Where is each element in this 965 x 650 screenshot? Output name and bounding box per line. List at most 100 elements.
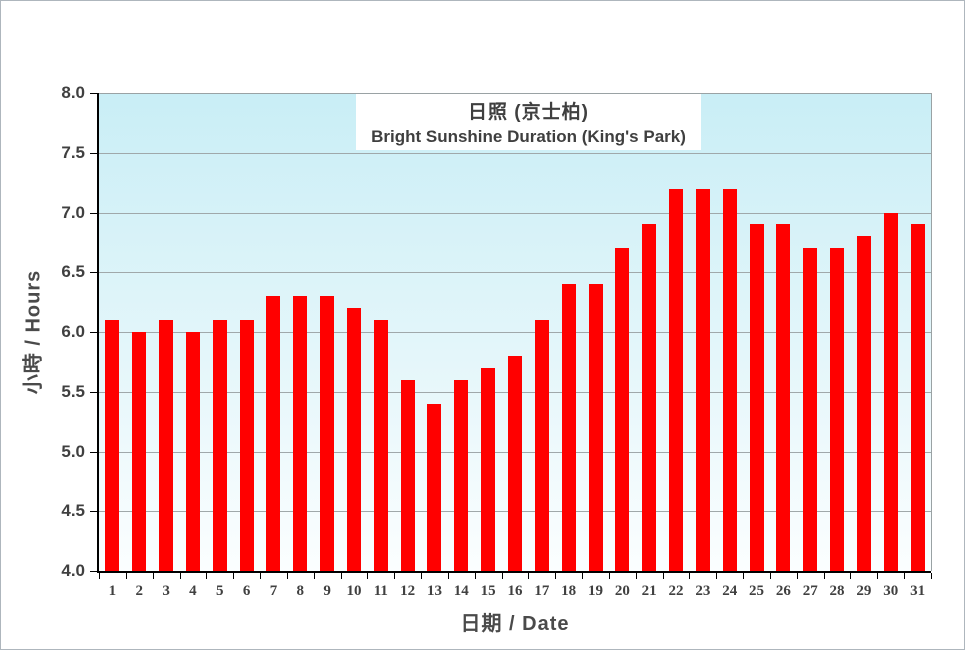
bar-day-18 bbox=[561, 284, 576, 571]
bar-day-12 bbox=[400, 379, 415, 571]
x-tick-15 bbox=[501, 573, 503, 579]
x-tick-9 bbox=[340, 573, 342, 579]
x-tick-label-23: 23 bbox=[695, 583, 711, 599]
x-tick-16 bbox=[528, 573, 530, 579]
bar-day-29 bbox=[856, 236, 871, 571]
x-tick-label-20: 20 bbox=[614, 583, 630, 599]
y-tick-4.5 bbox=[90, 511, 97, 513]
bar-day-17 bbox=[534, 320, 549, 571]
x-tick-label-6: 6 bbox=[242, 583, 251, 599]
bar-day-9 bbox=[320, 296, 335, 571]
bar-day-3 bbox=[159, 320, 174, 571]
plot-border-right bbox=[931, 93, 932, 571]
x-tick-label-5: 5 bbox=[216, 583, 224, 599]
y-tick-label-6.5: 6.5 bbox=[61, 262, 85, 282]
x-tick-label-27: 27 bbox=[802, 583, 818, 599]
x-tick-label-8: 8 bbox=[296, 583, 305, 599]
x-tick-20 bbox=[635, 573, 637, 579]
x-tick-label-21: 21 bbox=[641, 583, 657, 599]
gridline-7.0 bbox=[99, 212, 931, 214]
x-tick-8 bbox=[313, 573, 315, 579]
bar-day-24 bbox=[722, 188, 737, 571]
x-tick-24 bbox=[743, 573, 745, 579]
bar-day-20 bbox=[615, 248, 630, 571]
y-tick-label-4.5: 4.5 bbox=[61, 501, 85, 521]
gridline-6.0 bbox=[99, 332, 931, 333]
y-tick-label-5.5: 5.5 bbox=[61, 381, 85, 401]
gridline-6.5 bbox=[99, 272, 931, 274]
x-tick-10 bbox=[367, 573, 369, 579]
bar-day-11 bbox=[373, 320, 388, 571]
y-tick-4.0 bbox=[90, 571, 97, 572]
x-tick-7 bbox=[286, 573, 288, 579]
y-tick-label-8.0: 8.0 bbox=[61, 83, 85, 102]
bar-day-26 bbox=[776, 224, 791, 571]
bar-day-19 bbox=[588, 284, 603, 571]
y-axis-title: 小時 / Hours bbox=[22, 269, 45, 395]
chart-title-chinese: 日照 (京士柏) bbox=[468, 102, 589, 123]
x-tick-label-17: 17 bbox=[534, 583, 550, 599]
x-tick-label-14: 14 bbox=[453, 583, 469, 599]
x-tick-label-13: 13 bbox=[426, 583, 442, 599]
bar-day-16 bbox=[508, 355, 522, 571]
x-tick-4 bbox=[206, 573, 208, 579]
x-axis-title: 日期 / Date bbox=[460, 613, 570, 635]
x-tick-label-25: 25 bbox=[749, 583, 765, 599]
bar-day-21 bbox=[642, 224, 657, 571]
x-tick-label-3: 3 bbox=[162, 583, 170, 599]
x-tick-label-10: 10 bbox=[346, 583, 362, 599]
y-tick-5.5 bbox=[90, 391, 97, 393]
y-tick-7.0 bbox=[90, 212, 97, 214]
x-tick-29 bbox=[877, 573, 879, 579]
x-tick-label-29: 29 bbox=[856, 583, 872, 599]
plot-border-top bbox=[99, 93, 931, 94]
x-tick-19 bbox=[608, 573, 610, 579]
bar-day-7 bbox=[266, 296, 281, 571]
y-tick-8.0 bbox=[90, 93, 97, 94]
x-tick-17 bbox=[555, 573, 557, 579]
x-tick-label-24: 24 bbox=[722, 583, 738, 599]
x-tick-label-11: 11 bbox=[373, 583, 388, 599]
y-tick-label-7.0: 7.0 bbox=[61, 202, 85, 222]
y-tick-label-7.5: 7.5 bbox=[61, 142, 85, 162]
x-tick-26 bbox=[796, 573, 798, 579]
bar-day-5 bbox=[212, 320, 227, 571]
bar-day-1 bbox=[105, 320, 120, 571]
x-tick-13 bbox=[447, 573, 449, 579]
x-tick-11 bbox=[394, 573, 396, 579]
x-tick-label-1: 1 bbox=[108, 583, 117, 599]
x-tick-label-15: 15 bbox=[480, 583, 496, 599]
x-tick-14 bbox=[474, 573, 476, 579]
x-tick-5 bbox=[233, 573, 235, 579]
y-axis-line bbox=[97, 93, 99, 573]
y-tick-label-4.0: 4.0 bbox=[61, 561, 85, 580]
x-tick-label-18: 18 bbox=[561, 583, 577, 599]
x-tick-label-4: 4 bbox=[189, 583, 197, 599]
bar-day-6 bbox=[239, 320, 254, 571]
bar-day-25 bbox=[749, 224, 764, 571]
bar-day-10 bbox=[346, 308, 361, 571]
bar-day-23 bbox=[695, 188, 710, 571]
x-tick-label-22: 22 bbox=[668, 583, 684, 599]
bar-day-13 bbox=[427, 403, 442, 571]
x-tick-23 bbox=[716, 573, 718, 579]
x-tick-2 bbox=[152, 573, 154, 579]
x-tick-label-31: 31 bbox=[910, 583, 926, 599]
x-tick-28 bbox=[850, 573, 852, 579]
x-tick-label-12: 12 bbox=[400, 583, 416, 599]
x-tick-22 bbox=[689, 573, 691, 579]
bar-day-4 bbox=[185, 332, 200, 571]
y-tick-5.0 bbox=[90, 451, 97, 453]
x-tick-25 bbox=[769, 573, 771, 579]
x-tick-31 bbox=[931, 573, 932, 579]
x-tick-label-2: 2 bbox=[135, 583, 143, 599]
bar-day-2 bbox=[132, 332, 147, 571]
y-tick-label-5.0: 5.0 bbox=[61, 441, 85, 461]
x-tick-3 bbox=[179, 573, 181, 579]
bar-day-31 bbox=[910, 224, 925, 571]
x-tick-18 bbox=[582, 573, 584, 579]
x-tick-0 bbox=[99, 573, 100, 579]
x-tick-label-28: 28 bbox=[829, 583, 845, 599]
bar-day-28 bbox=[830, 248, 845, 571]
